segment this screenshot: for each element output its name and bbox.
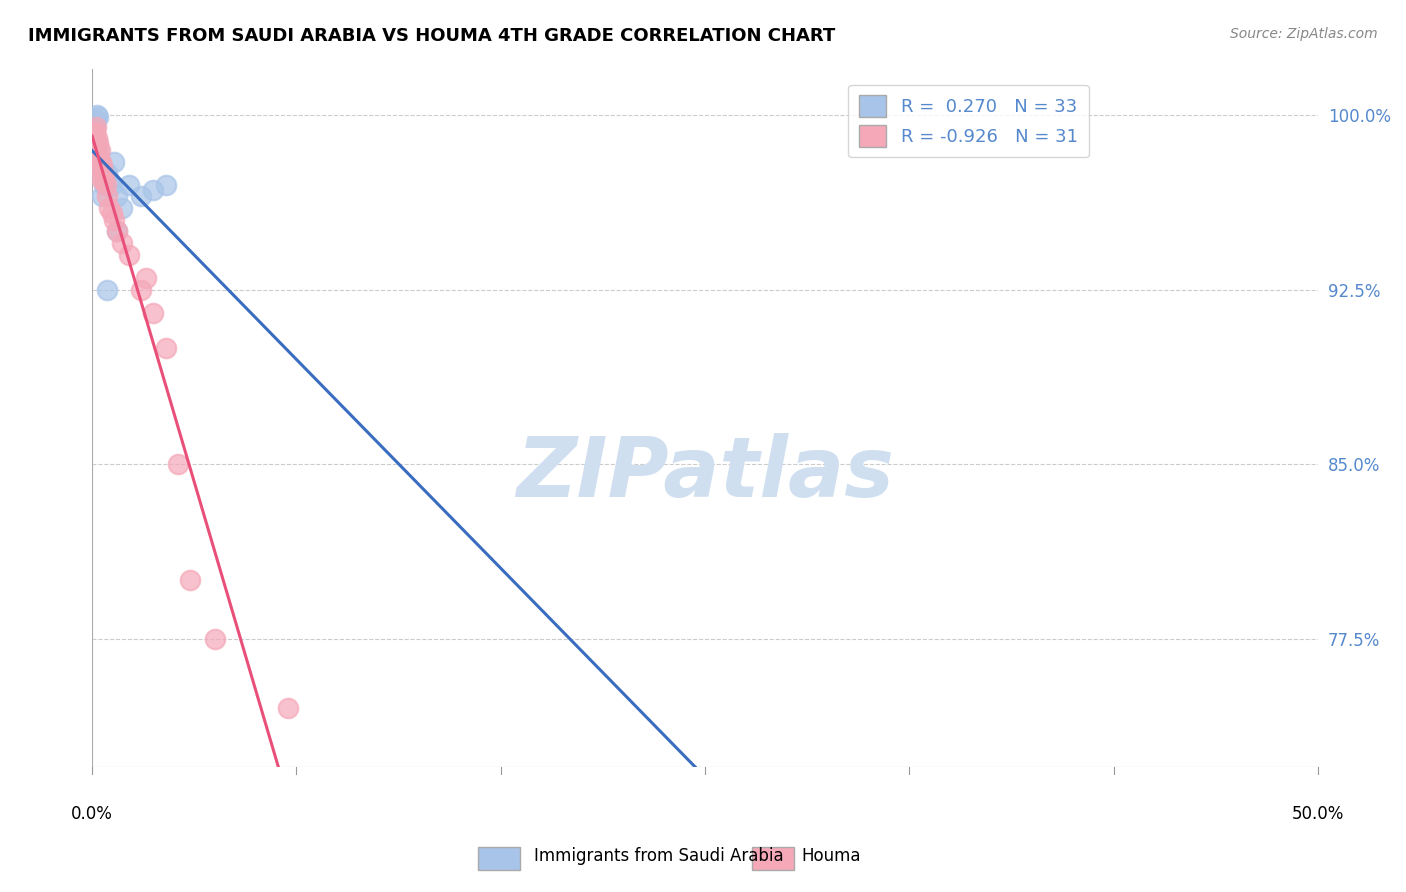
Point — [135, 271, 157, 285]
Point — [83, 131, 105, 145]
Point — [118, 248, 141, 262]
Point — [101, 178, 124, 192]
Point — [129, 283, 152, 297]
Point — [89, 143, 111, 157]
Point — [105, 189, 128, 203]
Point — [91, 159, 114, 173]
Legend: R =  0.270   N = 33, R = -0.926   N = 31: R = 0.270 N = 33, R = -0.926 N = 31 — [848, 85, 1088, 158]
Point — [96, 166, 118, 180]
Point — [155, 178, 177, 192]
Point — [83, 138, 105, 153]
Point — [103, 212, 125, 227]
Point — [101, 206, 124, 220]
Point — [103, 154, 125, 169]
Point — [167, 457, 190, 471]
Point — [179, 574, 201, 588]
Point — [90, 159, 112, 173]
Point — [84, 143, 107, 157]
Point — [142, 306, 165, 320]
Point — [105, 224, 128, 238]
Point — [84, 112, 107, 127]
Point — [83, 124, 105, 138]
Point — [96, 189, 118, 203]
Point — [93, 178, 115, 192]
Point — [98, 201, 121, 215]
Point — [110, 235, 132, 250]
Point — [86, 147, 108, 161]
Point — [94, 178, 117, 192]
Point — [84, 120, 107, 134]
Point — [87, 154, 110, 169]
Text: Source: ZipAtlas.com: Source: ZipAtlas.com — [1230, 27, 1378, 41]
Point — [277, 701, 299, 715]
Point — [86, 108, 108, 122]
Point — [82, 120, 104, 134]
Point — [87, 136, 110, 150]
Point — [84, 127, 107, 141]
Point — [87, 111, 110, 125]
Text: 50.0%: 50.0% — [1292, 805, 1344, 823]
Point — [90, 154, 112, 169]
Text: 0.0%: 0.0% — [72, 805, 112, 823]
Text: IMMIGRANTS FROM SAUDI ARABIA VS HOUMA 4TH GRADE CORRELATION CHART: IMMIGRANTS FROM SAUDI ARABIA VS HOUMA 4T… — [28, 27, 835, 45]
Point — [84, 145, 107, 160]
Point — [142, 182, 165, 196]
Point — [83, 131, 105, 145]
Point — [82, 127, 104, 141]
Text: Houma: Houma — [801, 847, 860, 865]
Point — [96, 283, 118, 297]
Point — [83, 120, 105, 134]
Point — [98, 173, 121, 187]
Point — [118, 178, 141, 192]
Point — [91, 166, 114, 180]
Point — [93, 173, 115, 187]
Point — [89, 161, 111, 176]
Point — [91, 173, 114, 187]
Point — [83, 124, 105, 138]
Point — [129, 189, 152, 203]
Point — [86, 138, 108, 153]
Point — [204, 632, 226, 646]
Point — [91, 189, 114, 203]
Point — [86, 143, 108, 157]
Point — [105, 224, 128, 238]
Point — [155, 341, 177, 355]
Text: Immigrants from Saudi Arabia: Immigrants from Saudi Arabia — [534, 847, 785, 865]
Point — [89, 159, 111, 173]
Point — [86, 131, 108, 145]
Point — [110, 201, 132, 215]
Text: ZIPatlas: ZIPatlas — [516, 433, 894, 514]
Point — [91, 166, 114, 180]
Point — [86, 150, 108, 164]
Point — [86, 136, 108, 150]
Point — [89, 154, 111, 169]
